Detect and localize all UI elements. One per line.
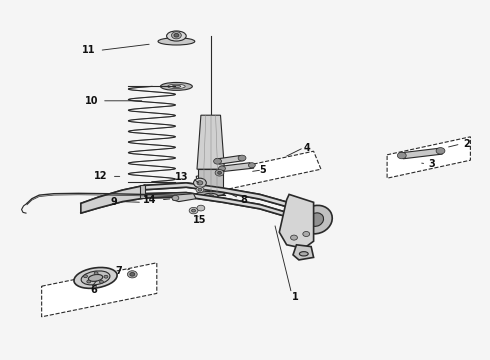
Circle shape [94,272,98,275]
Polygon shape [140,185,145,198]
Circle shape [174,33,179,37]
Ellipse shape [208,195,214,198]
Ellipse shape [167,31,186,41]
Ellipse shape [74,267,117,288]
Ellipse shape [158,38,195,45]
Ellipse shape [160,82,193,90]
Text: 6: 6 [91,285,98,295]
Text: 14: 14 [143,195,157,205]
Circle shape [198,188,202,191]
Polygon shape [42,263,157,317]
Text: 10: 10 [84,96,98,106]
Ellipse shape [300,205,332,234]
Text: 4: 4 [304,143,311,153]
Text: 13: 13 [175,172,189,182]
Ellipse shape [203,193,218,199]
Text: 1: 1 [292,292,298,302]
Circle shape [197,181,203,185]
Polygon shape [220,163,254,171]
Circle shape [291,235,297,240]
Circle shape [172,32,181,39]
Ellipse shape [309,213,323,226]
Circle shape [238,155,246,161]
Text: 11: 11 [82,45,96,55]
Circle shape [215,170,224,176]
Polygon shape [172,194,196,202]
Text: 5: 5 [260,165,267,175]
Polygon shape [145,193,314,228]
Circle shape [197,205,205,211]
Polygon shape [399,148,442,159]
Text: 15: 15 [193,215,206,225]
Circle shape [87,280,91,283]
Text: 9: 9 [111,197,118,207]
Circle shape [130,273,135,276]
Polygon shape [145,183,314,217]
Polygon shape [279,194,314,248]
Circle shape [83,275,87,278]
Circle shape [219,166,225,171]
Circle shape [218,171,221,174]
Circle shape [104,275,108,278]
Circle shape [99,280,103,283]
Text: 2: 2 [463,139,470,149]
Ellipse shape [172,85,181,87]
Polygon shape [387,137,470,178]
Ellipse shape [196,192,225,196]
Text: 8: 8 [240,195,247,205]
Text: 12: 12 [94,171,108,181]
Ellipse shape [168,84,185,89]
Circle shape [196,187,204,193]
Circle shape [194,178,206,188]
Circle shape [436,148,445,154]
Polygon shape [196,151,321,194]
Circle shape [303,231,310,237]
Ellipse shape [299,252,308,256]
Polygon shape [216,156,244,164]
Ellipse shape [81,271,110,285]
Circle shape [214,158,221,164]
Polygon shape [197,115,224,169]
Circle shape [397,152,406,159]
Polygon shape [198,169,223,194]
Circle shape [248,163,255,168]
Ellipse shape [88,274,103,282]
Circle shape [172,195,179,201]
Text: 7: 7 [116,266,122,276]
Circle shape [189,207,198,214]
Circle shape [127,271,137,278]
Polygon shape [293,245,314,260]
Polygon shape [81,185,145,213]
Text: 3: 3 [429,159,436,169]
Circle shape [192,209,196,212]
